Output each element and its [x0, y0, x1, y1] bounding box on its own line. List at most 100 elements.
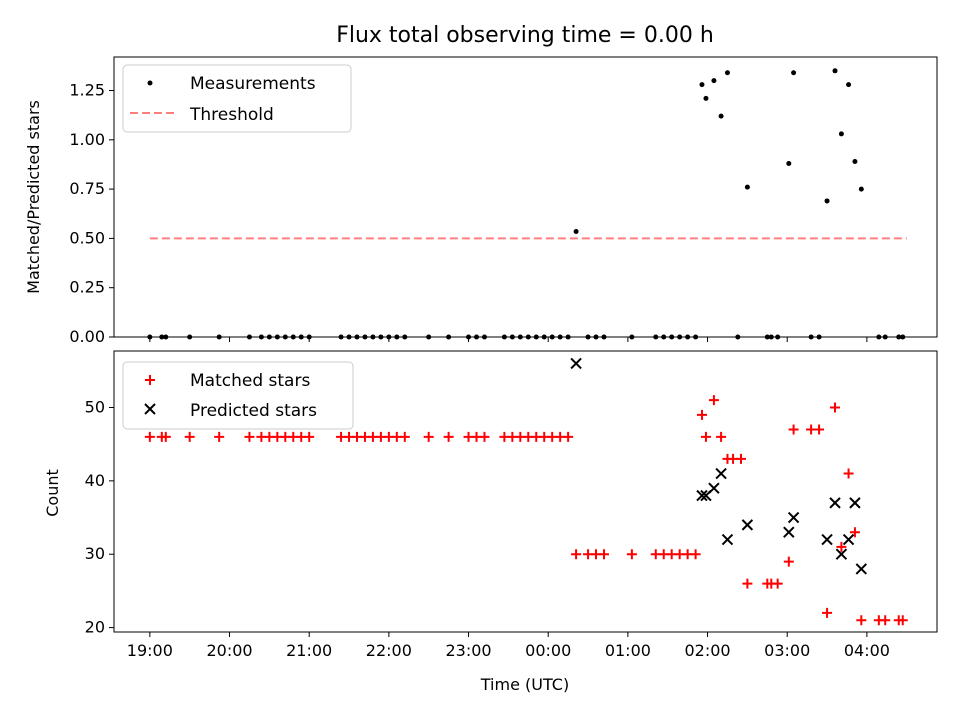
matched-star-point-66	[849, 527, 860, 538]
measurement-point-48	[703, 95, 709, 101]
bottom-panel-ylabel: Count	[43, 469, 62, 517]
measurement-point-51	[724, 70, 730, 76]
matched-star-point-62	[822, 607, 833, 618]
predicted-star-point-6	[741, 519, 754, 531]
bottom-ytick-label-3: 50	[85, 397, 105, 416]
bottom-xtick-label-9: 04:00	[844, 641, 890, 660]
matched-star-point-54	[742, 578, 753, 589]
legend-matched-marker	[145, 375, 155, 385]
matched-star-point-59	[788, 424, 799, 435]
bottom-xtick-label-3: 22:00	[366, 641, 412, 660]
matched-star-point-22	[423, 431, 434, 442]
top-panel-ylabel: Matched/Predicted stars	[24, 100, 43, 294]
matched-star-point-23	[443, 431, 454, 442]
top-legend-box	[122, 64, 352, 133]
legend-predicted-marker	[144, 403, 156, 415]
bottom-xtick-label-1: 20:00	[206, 641, 252, 660]
top-ytick-label-2: 0.50	[69, 228, 105, 247]
predicted-star-point-10	[829, 497, 841, 509]
bottom-panel-plot-area	[144, 357, 908, 626]
predicted-star-point-4	[715, 467, 727, 480]
measurement-point-58	[791, 70, 797, 76]
matched-star-point-71	[897, 615, 908, 626]
top-ytick-label-0: 0.00	[69, 327, 105, 346]
legend-measurements-label: Measurements	[190, 74, 316, 94]
predicted-star-point-11	[835, 548, 848, 560]
legend-measurements-marker	[147, 80, 153, 86]
matched-star-point-65	[843, 468, 854, 479]
predicted-star-point-5	[721, 533, 734, 546]
bottom-ytick-label-0: 20	[85, 618, 105, 637]
measurement-point-50	[718, 113, 724, 119]
matched-star-point-69	[880, 615, 891, 626]
matched-star-point-47	[696, 409, 707, 420]
bottom-panel-frame	[113, 350, 938, 633]
top-panel-y-axis: 0.00 0.25 0.50 0.75 1.00 1.25	[69, 81, 114, 346]
predicted-star-point-14	[855, 563, 868, 575]
matched-star-point-57	[772, 578, 783, 589]
legend-threshold-label: Threshold	[189, 105, 274, 125]
matched-star-point-58	[783, 556, 794, 567]
bottom-ytick-label-2: 40	[85, 471, 105, 490]
matched-star-point-26	[479, 431, 490, 442]
predicted-star-point-1	[696, 489, 708, 502]
legend-matched-label: Matched stars	[190, 371, 310, 391]
measurement-point-64	[846, 82, 852, 88]
measurement-point-63	[838, 131, 844, 137]
bottom-xtick-label-0: 19:00	[127, 641, 173, 660]
predicted-star-point-0	[570, 357, 582, 370]
matched-star-point-5	[244, 431, 255, 442]
measurement-point-47	[699, 82, 705, 88]
bottom-xtick-label-8: 03:00	[764, 641, 810, 660]
measurement-point-36	[573, 229, 579, 235]
matched-star-point-50	[716, 431, 727, 442]
predicted-star-point-9	[821, 533, 833, 546]
bottom-panel-legend: Matched stars Predicted stars	[122, 361, 354, 430]
measurement-point-49	[711, 78, 717, 84]
top-ytick-label-3: 0.75	[69, 179, 105, 198]
bottom-xtick-label-4: 23:00	[445, 641, 491, 660]
matched-star-point-67	[856, 615, 867, 626]
measurement-point-65	[852, 159, 858, 165]
bottom-xtick-label-5: 00:00	[525, 641, 571, 660]
predicted-star-point-13	[849, 497, 861, 509]
measurement-point-53	[744, 184, 750, 190]
matched-star-point-39	[598, 549, 609, 560]
bottom-xtick-label-6: 01:00	[605, 641, 651, 660]
bottom-xtick-label-7: 02:00	[684, 641, 730, 660]
matched-star-point-2	[160, 431, 171, 442]
top-ytick-label-1: 0.25	[69, 278, 105, 297]
bottom-panel-xlabel: Time (UTC)	[480, 675, 569, 694]
matched-star-point-48	[700, 431, 711, 442]
top-panel: Flux total observing time = 0.00 h Match…	[24, 23, 938, 346]
measurement-point-57	[786, 160, 792, 166]
matched-star-point-64	[836, 541, 847, 552]
top-panel-legend: Measurements Threshold	[122, 64, 352, 133]
measurement-point-66	[858, 186, 864, 192]
matched-star-point-0	[144, 431, 155, 442]
matched-star-point-53	[736, 453, 747, 464]
top-panel-frame	[113, 56, 938, 338]
bottom-ytick-label-1: 30	[85, 544, 105, 563]
matched-star-point-3	[184, 431, 195, 442]
legend-predicted-label: Predicted stars	[190, 401, 317, 421]
measurement-point-62	[832, 68, 838, 74]
matched-star-point-40	[626, 549, 637, 560]
bottom-xtick-label-2: 21:00	[286, 641, 332, 660]
bottom-panel: Count Time (UTC) 20 30 40 50 19:00 20:00 21:0…	[43, 350, 938, 694]
matched-star-point-21	[399, 431, 410, 442]
bottom-panel-y-axis: 20 30 40 50	[85, 397, 114, 637]
predicted-star-point-3	[708, 482, 720, 494]
bottom-legend-box	[122, 361, 354, 430]
predicted-star-point-8	[787, 511, 800, 524]
bottom-panel-x-axis: 19:00 20:00 21:00 22:00 23:00 00:00 01:00 02:00…	[127, 632, 890, 660]
matched-star-point-4	[214, 431, 225, 442]
top-panel-x-axis	[149, 337, 868, 342]
measurement-point-61	[824, 198, 830, 204]
matched-star-point-46	[690, 549, 701, 560]
top-ytick-label-5: 1.25	[69, 81, 105, 100]
predicted-star-point-12	[842, 533, 855, 546]
matched-star-point-49	[708, 395, 719, 406]
top-ytick-label-4: 1.00	[69, 130, 105, 149]
